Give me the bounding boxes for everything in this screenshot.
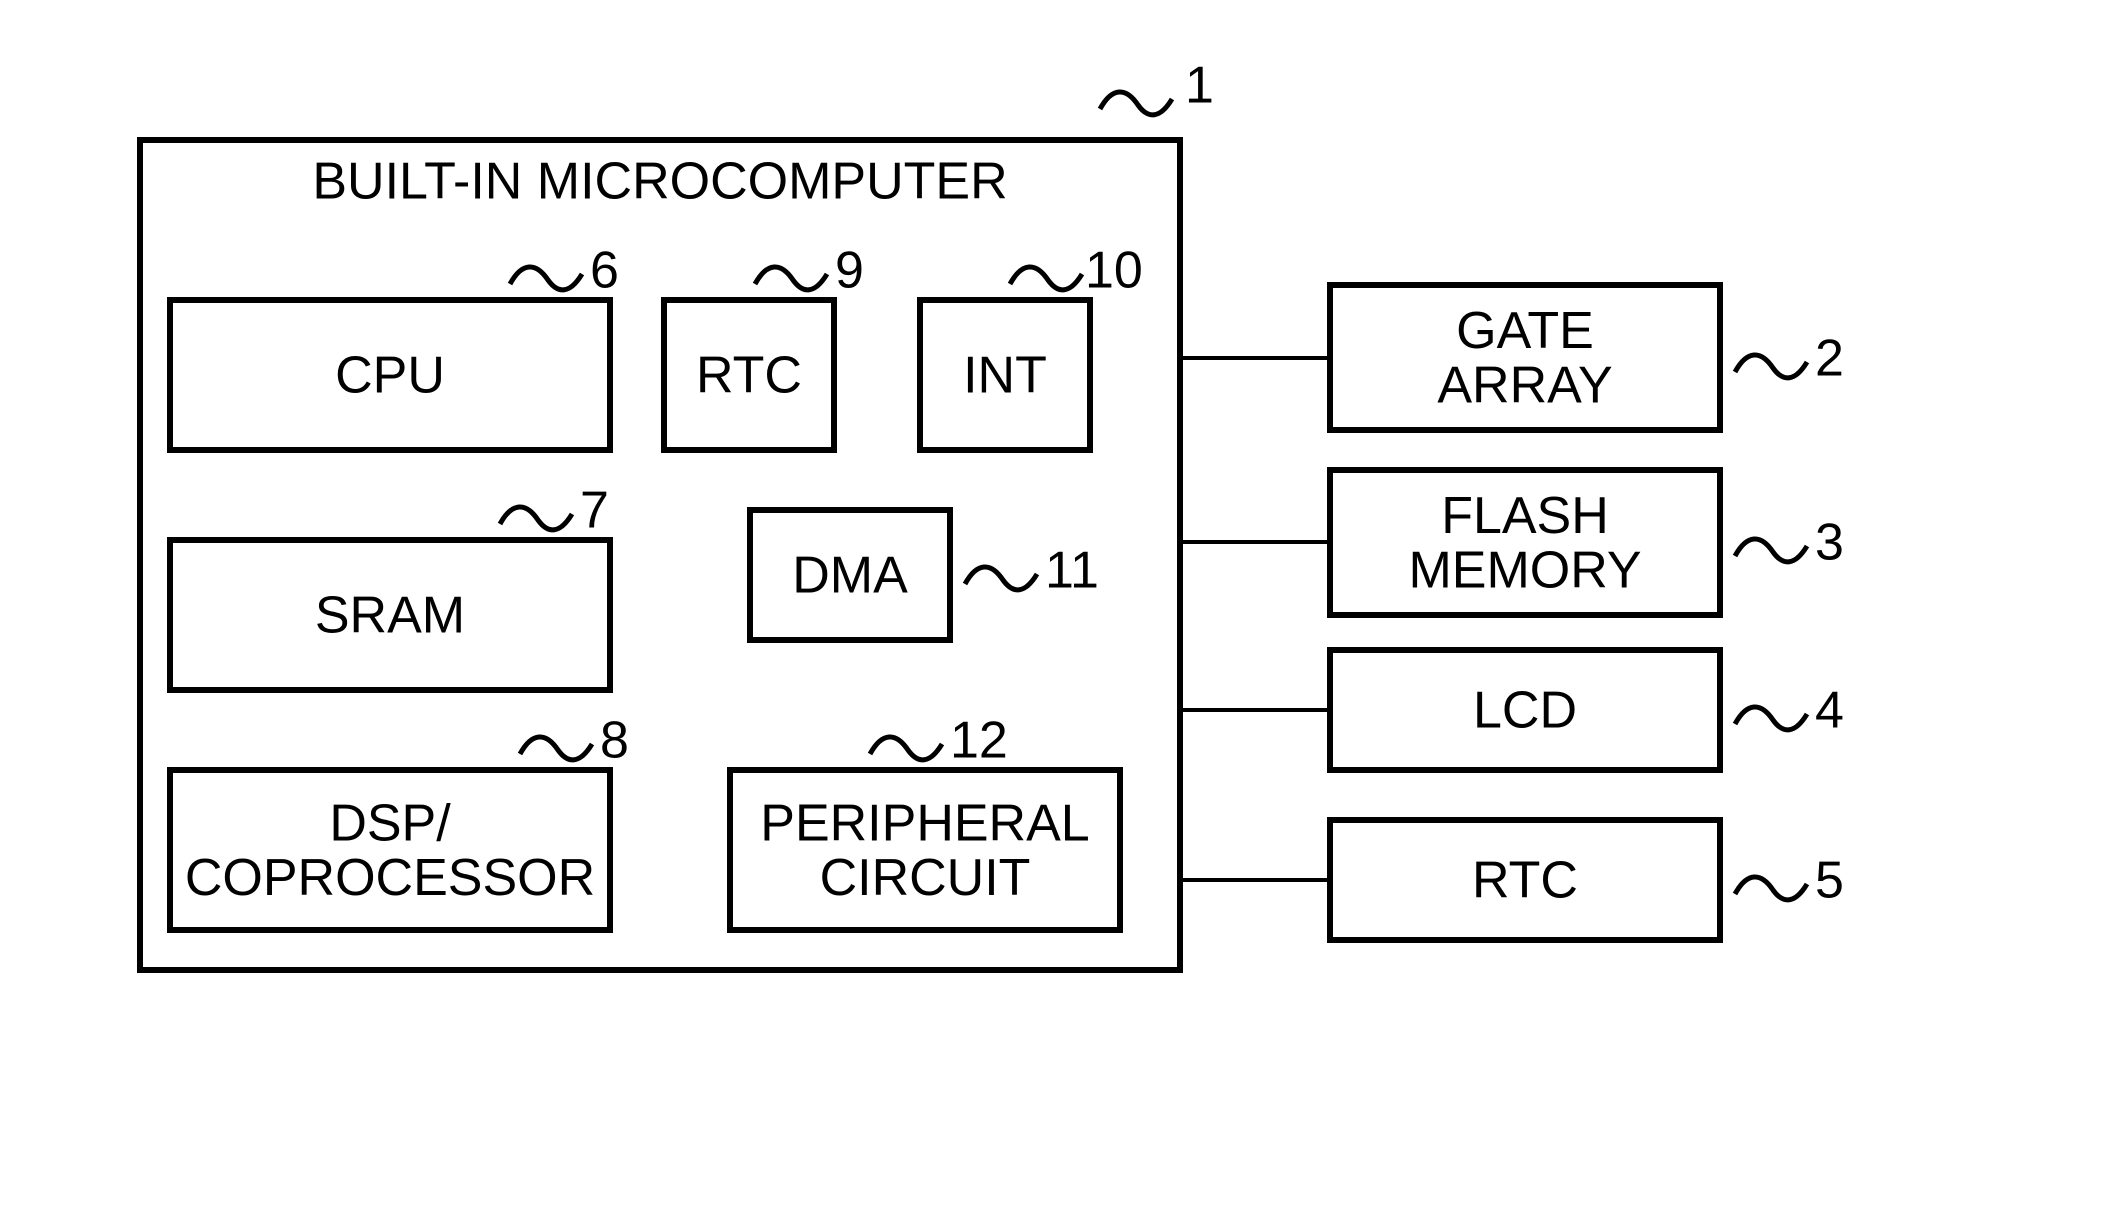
- block-sram: SRAM 7: [170, 482, 610, 690]
- id-gate: 2: [1815, 330, 1844, 388]
- block-gate: GATEARRAY 2: [1330, 285, 1844, 430]
- label-peri-1: CIRCUIT: [820, 849, 1031, 907]
- block-rtc9: RTC 9: [664, 242, 864, 450]
- squiggle-peri: [870, 737, 942, 760]
- label-gate-1: ARRAY: [1437, 357, 1612, 415]
- id-rtc5: 5: [1815, 852, 1844, 910]
- squiggle-int: [1010, 267, 1082, 290]
- squiggle-dma: [965, 567, 1037, 590]
- id-flash: 3: [1815, 514, 1844, 572]
- block-rtc5: RTC 5: [1330, 820, 1844, 940]
- id-peri: 12: [950, 712, 1008, 770]
- block-flash: FLASHMEMORY 3: [1330, 470, 1844, 615]
- label-peri-0: PERIPHERAL: [760, 794, 1089, 852]
- id-int: 10: [1085, 242, 1143, 300]
- block-lcd: LCD 4: [1330, 650, 1844, 770]
- label-dma: DMA: [792, 547, 908, 605]
- label-cpu: CPU: [335, 347, 445, 405]
- id-cpu: 6: [590, 242, 619, 300]
- id-sram: 7: [580, 482, 609, 540]
- block-dsp: DSP/COPROCESSOR 8: [170, 712, 629, 930]
- label-rtc5: RTC: [1472, 852, 1578, 910]
- squiggle-dsp: [520, 737, 592, 760]
- id-rtc9: 9: [835, 242, 864, 300]
- label-dsp-0: DSP/: [329, 794, 451, 852]
- id-lcd: 4: [1815, 682, 1844, 740]
- id-dma: 11: [1045, 542, 1099, 600]
- squiggle-cpu: [510, 267, 582, 290]
- label-int: INT: [963, 347, 1047, 405]
- block-int: INT 10: [920, 242, 1143, 450]
- label-lcd: LCD: [1473, 682, 1577, 740]
- label-rtc9: RTC: [696, 347, 802, 405]
- block-cpu: CPU 6: [170, 242, 619, 450]
- squiggle-sram: [500, 507, 572, 530]
- squiggle-lcd: [1735, 707, 1807, 730]
- block-dma: DMA 11: [750, 510, 1099, 640]
- label-flash-1: MEMORY: [1408, 542, 1641, 600]
- squiggle-main: [1100, 92, 1172, 115]
- block-peri: PERIPHERALCIRCUIT 12: [730, 712, 1120, 930]
- squiggle-flash: [1735, 539, 1807, 562]
- squiggle-rtc9: [755, 267, 827, 290]
- id-main: 1: [1185, 57, 1214, 115]
- id-dsp: 8: [600, 712, 629, 770]
- main-title: BUILT-IN MICROCOMPUTER: [312, 153, 1007, 211]
- squiggle-gate: [1735, 355, 1807, 378]
- squiggle-rtc5: [1735, 877, 1807, 900]
- label-dsp-1: COPROCESSOR: [185, 849, 595, 907]
- label-sram: SRAM: [315, 587, 465, 645]
- label-gate-0: GATE: [1456, 302, 1594, 360]
- label-flash-0: FLASH: [1441, 487, 1609, 545]
